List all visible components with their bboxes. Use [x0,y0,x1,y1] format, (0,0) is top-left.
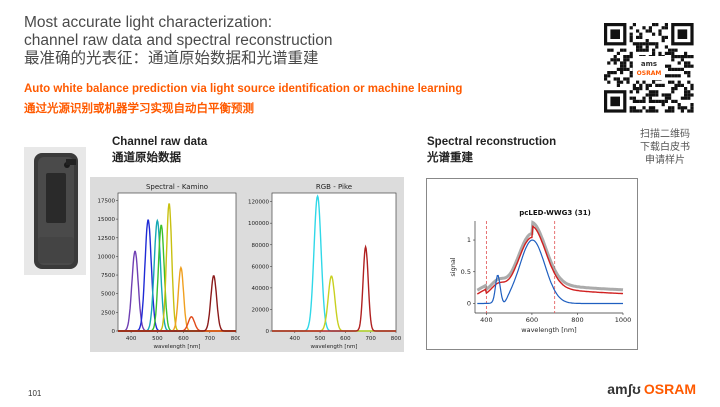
y-tick-label: 0.5 [461,268,471,276]
x-tick-label: 800 [231,336,240,342]
raw-data-panel: Spectral - Kamino 400 500 600 700 800 0 2500 500… [90,177,404,352]
spectral-kamino-chart: Spectral - Kamino 400 500 600 700 800 0 2500 500… [98,183,241,349]
footer-logo: amʃʊ OSRAM [607,381,696,397]
title-line-2: channel raw data and spectral reconstruc… [24,32,333,49]
y-tick-label: 12500 [98,236,116,242]
x-tick-label: 600 [526,316,538,324]
y-tick-label: 17500 [98,198,116,204]
x-axis-label: wavelength [nm] [521,326,576,334]
footer-logo-ams: amʃʊ [607,381,641,397]
x-tick-label: 1000 [615,316,632,324]
subtitle-en: Auto white balance prediction via light … [24,83,463,95]
series-line-2 [272,244,396,332]
y-axis-label: signal [449,257,457,276]
y-tick-label: 2500 [101,310,115,316]
x-tick-label: 400 [126,336,137,342]
qr-logo-ams: ams [641,60,657,68]
series-line-7 [118,275,236,332]
series-line-2 [476,220,624,292]
x-tick-label: 700 [365,336,376,342]
x-tick-label: 800 [391,336,402,342]
qr-caption: 扫描二维码 下载白皮书 申请样片 [640,128,690,167]
x-axis-label: wavelength [nm] [154,344,201,349]
title-line-3: 最准确的光表征：通道原始数据和光谱重建 [24,50,319,67]
y-tick-label: 0 [467,299,471,307]
channel-raw-heading-en: Channel raw data [112,136,208,148]
x-tick-label: 500 [315,336,326,342]
spectral-recon-heading: Spectral reconstruction 光谱重建 [427,134,556,166]
qr-caption-2: 下载白皮书 [640,142,690,153]
x-tick-label: 600 [178,336,189,342]
y-tick-label: 120000 [248,200,269,206]
spectral-recon-heading-en: Spectral reconstruction [427,136,557,148]
x-axis-label: wavelength [nm] [311,344,358,349]
footer-logo-osram: OSRAM [643,381,696,397]
qr-logo-osram: OSRAM [637,70,662,77]
x-tick-label: 700 [205,336,216,342]
page-number: 101 [28,389,42,398]
title-line-1: Most accurate light characterization: [24,14,273,31]
y-tick-label: 40000 [252,286,270,292]
y-tick-label: 5000 [101,292,115,298]
y-tick-label: 100000 [248,221,269,227]
pcled-chart: pcLED-WWG3 (31) 400 600 800 1000 0 0.5 1 wavelen… [449,209,632,334]
qr-code[interactable]: ams OSRAM [603,22,695,114]
y-tick-label: 15000 [98,217,116,223]
rgb-pike-chart: RGB - Pike 400 500 600 700 800 0 20000 40000 6000… [248,183,402,349]
spectral-recon-heading-cn: 光谱重建 [427,152,473,164]
x-tick-label: 800 [571,316,583,324]
channel-raw-heading-cn: 通道原始数据 [112,152,181,164]
qr-caption-1: 扫描二维码 [640,129,690,140]
x-tick-label: 600 [340,336,351,342]
subtitle-cn: 通过光源识别或机器学习实现自动白平衡预测 [24,103,254,115]
x-tick-label: 500 [152,336,163,342]
y-tick-label: 20000 [252,307,270,313]
y-tick-label: 0 [266,329,270,335]
series-line-1 [476,225,624,295]
x-tick-label: 400 [290,336,301,342]
chart-title: Spectral - Kamino [146,183,208,191]
chart-title: RGB - Pike [316,183,352,191]
chart-title: pcLED-WWG3 (31) [519,209,591,217]
spectral-reconstruction-figure: pcLED-WWG3 (31) 400 600 800 1000 0 0.5 1 wavelen… [426,178,638,350]
y-tick-label: 10000 [98,254,116,260]
channel-raw-heading: Channel raw data 通道原始数据 [112,134,207,166]
y-tick-label: 0 [112,329,116,335]
plot-area [271,192,397,332]
slide-title: Most accurate light characterization: ch… [24,14,332,68]
series-line-0 [477,239,623,305]
y-tick-label: 80000 [252,243,270,249]
y-tick-label: 7500 [101,273,115,279]
qr-caption-3: 申请样片 [645,155,685,166]
device-photo [24,147,86,275]
y-tick-label: 60000 [252,264,270,270]
x-tick-label: 400 [480,316,492,324]
y-tick-label: 1 [467,236,471,244]
